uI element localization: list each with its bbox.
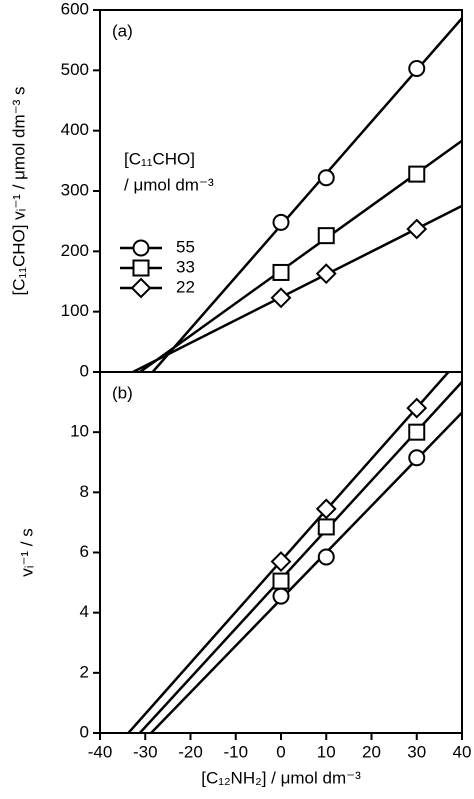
x-tick-label: -40 <box>88 742 113 761</box>
data-point <box>408 423 426 441</box>
y-tick-label: 0 <box>80 361 89 380</box>
y-tick-label: 300 <box>61 180 89 199</box>
y-tick-label: 200 <box>61 241 89 260</box>
data-point <box>270 287 292 309</box>
data-point <box>272 263 290 281</box>
legend-label: 22 <box>176 277 195 296</box>
data-point <box>408 449 426 467</box>
legend-marker <box>130 277 152 299</box>
x-tick-label: 40 <box>453 742 472 761</box>
data-point <box>315 498 337 520</box>
y-tick-label: 4 <box>80 602 89 621</box>
fit-line <box>127 372 451 733</box>
data-point <box>315 263 337 285</box>
y-tick-label: 400 <box>61 120 89 139</box>
data-point <box>408 60 426 78</box>
fit-line <box>150 411 462 733</box>
data-point <box>408 165 426 183</box>
y-tick-label: 0 <box>80 722 89 741</box>
data-point <box>406 397 428 419</box>
data-point <box>272 572 290 590</box>
x-tick-label: 0 <box>276 742 285 761</box>
x-tick-label: 10 <box>317 742 336 761</box>
data-point <box>317 548 335 566</box>
panel-label: (b) <box>112 383 133 402</box>
data-point <box>272 587 290 605</box>
data-point <box>317 227 335 245</box>
legend-label: 55 <box>176 237 195 256</box>
x-axis-label: [C₁₂NH₂] / μmol dm⁻³ <box>201 768 361 787</box>
x-tick-label: -30 <box>133 742 158 761</box>
x-tick-label: 30 <box>407 742 426 761</box>
legend-marker <box>132 259 150 277</box>
data-point <box>272 213 290 231</box>
y-tick-label: 6 <box>80 542 89 561</box>
data-point <box>317 169 335 187</box>
y-tick-label: 600 <box>61 0 89 18</box>
y-axis-label: vᵢ⁻¹ / s <box>17 528 36 576</box>
y-axis-label: [C₁₁CHO] vᵢ⁻¹ / μmol dm⁻³ s <box>9 86 28 295</box>
x-tick-label: -10 <box>223 742 248 761</box>
fit-line <box>132 204 462 372</box>
data-point <box>270 551 292 572</box>
legend-title: [C₁₁CHO] <box>124 149 195 168</box>
y-tick-label: 10 <box>70 422 89 441</box>
y-tick-label: 2 <box>80 662 89 681</box>
y-tick-label: 8 <box>80 482 89 501</box>
x-tick-label: -20 <box>178 742 203 761</box>
fit-line <box>151 17 462 372</box>
data-point <box>406 218 428 240</box>
legend-label: 33 <box>176 257 195 276</box>
data-point <box>317 518 335 536</box>
x-tick-label: 20 <box>362 742 381 761</box>
legend-subtitle: / μmol dm⁻³ <box>124 175 214 194</box>
legend-marker <box>132 239 150 257</box>
y-tick-label: 100 <box>61 301 89 320</box>
panel-label: (a) <box>112 21 133 40</box>
y-tick-label: 500 <box>61 60 89 79</box>
